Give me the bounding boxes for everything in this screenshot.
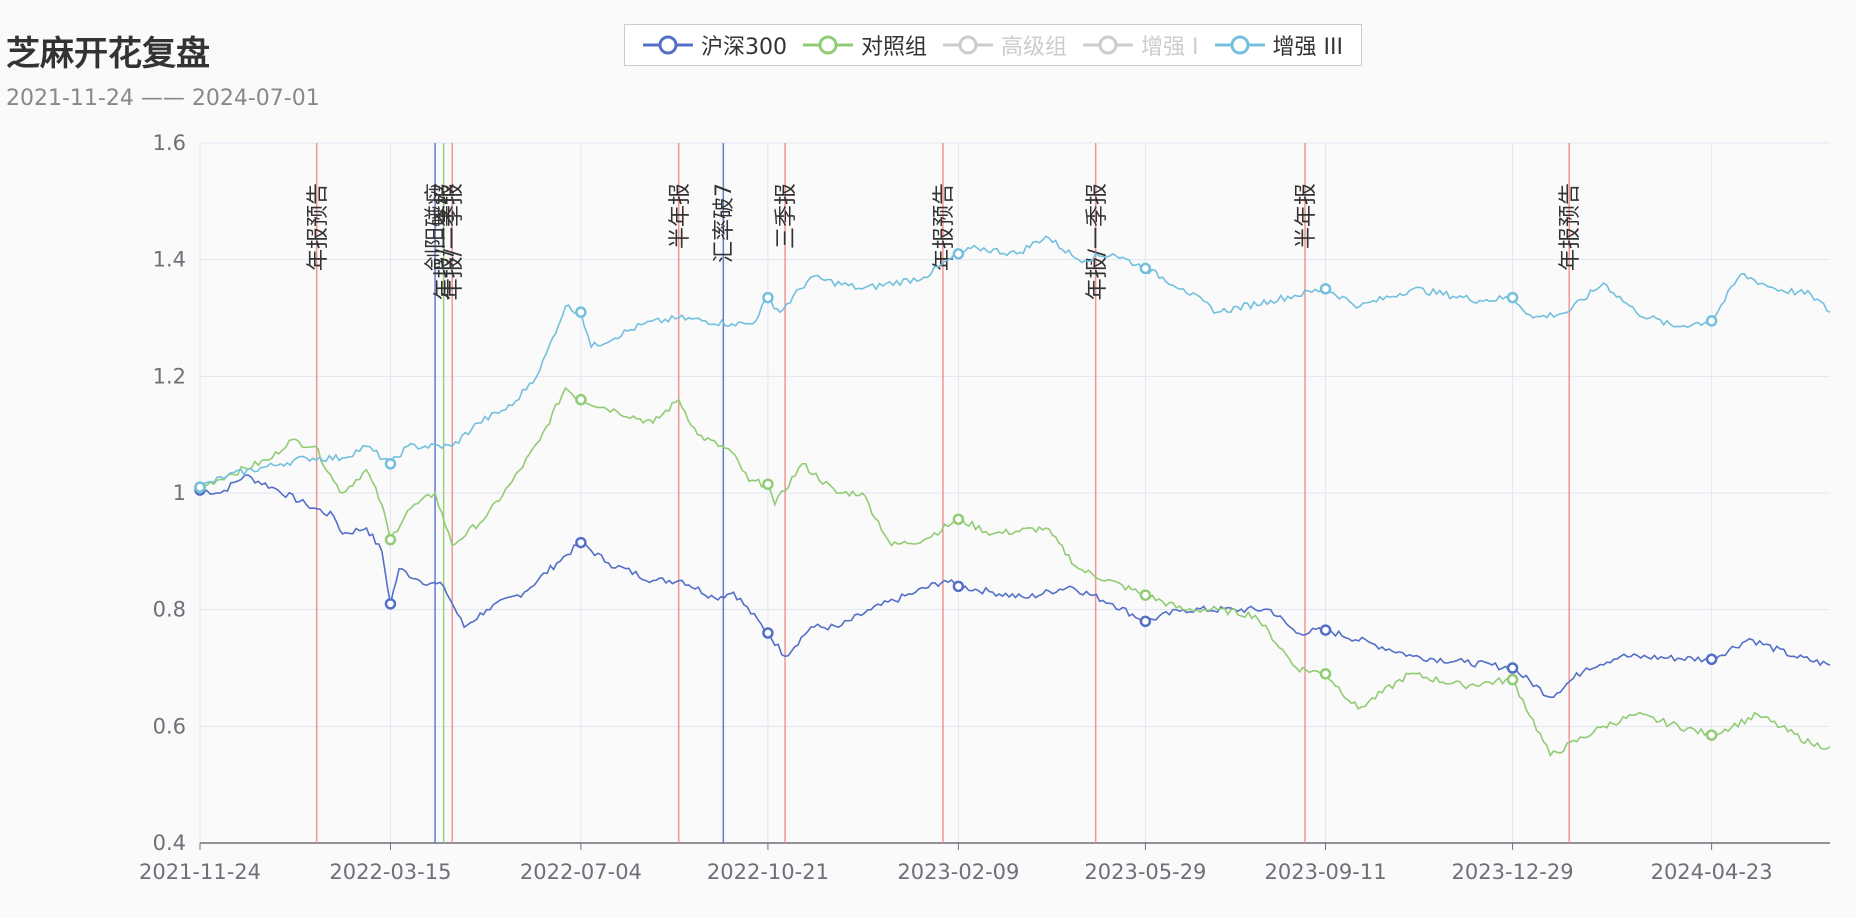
series-marker <box>762 627 774 639</box>
series-line-沪深300 <box>199 474 1831 698</box>
annotation-label: 年报预告 <box>306 183 331 271</box>
legend-label: 高级组 <box>1001 35 1068 60</box>
annotation-label: 年报/一季报 <box>1085 183 1110 300</box>
x-tick-label: 2022-10-21 <box>707 860 829 884</box>
series-marker <box>1319 668 1332 680</box>
legend-advanced-icon <box>943 35 994 55</box>
series-marker <box>384 458 397 470</box>
legend-label: 增强 I <box>1141 35 1199 60</box>
series-line-对照组 <box>199 386 1831 758</box>
series-marker <box>1139 615 1152 628</box>
y-tick-label: 1.2 <box>153 364 186 388</box>
series-marker <box>1705 653 1718 665</box>
series-marker <box>762 478 774 490</box>
annotation-label: 年报预告 <box>1558 183 1583 271</box>
legend: 沪深300 对照组 高级组 增强 I 增强 III <box>624 24 1362 66</box>
annotation-label: 剑阳碰痧 <box>424 183 449 271</box>
series-marker <box>575 536 587 549</box>
series-marker <box>575 393 587 406</box>
y-tick-label: 1 <box>173 481 186 505</box>
legend-item-advanced[interactable]: 高级组 <box>943 29 1067 61</box>
x-tick-label: 2023-05-29 <box>1084 860 1206 884</box>
series-marker <box>1705 729 1718 741</box>
legend-label: 沪深300 <box>701 35 787 60</box>
legend-item-enhanced-1[interactable]: 增强 I <box>1083 29 1199 61</box>
annotation-label: 半年报 <box>668 183 693 249</box>
series-marker <box>952 580 965 593</box>
series-marker <box>1319 283 1332 295</box>
legend-enhanced-1-icon <box>1083 35 1134 55</box>
series-marker <box>384 598 397 610</box>
legend-control-icon <box>803 35 853 55</box>
series-marker <box>952 248 965 260</box>
series-marker <box>1139 589 1152 601</box>
x-tick-label: 2023-09-11 <box>1265 860 1387 884</box>
legend-item-hs300[interactable]: 沪深300 <box>643 29 787 61</box>
annotation-label: 汇率破7 <box>712 183 737 263</box>
series-marker <box>1506 291 1519 304</box>
annotation-label: 三季报 <box>774 183 799 249</box>
y-tick-label: 1.4 <box>153 248 186 272</box>
legend-hs300-icon <box>643 35 693 55</box>
y-tick-label: 1.6 <box>153 131 186 155</box>
y-tick-label: 0.4 <box>153 831 186 855</box>
annotation-label: 年报/一季报 <box>441 183 466 300</box>
series-marker <box>1705 315 1718 327</box>
legend-label: 对照组 <box>861 35 928 60</box>
annotation-lines <box>315 143 1570 843</box>
series-line-增强 III <box>199 235 1831 488</box>
legend-label: 增强 III <box>1272 35 1343 60</box>
series-marker <box>1319 624 1332 636</box>
series-marker <box>194 481 206 493</box>
x-tick-label: 2022-07-04 <box>520 860 642 884</box>
series-marker <box>1139 262 1152 275</box>
series-marker <box>384 533 397 546</box>
y-tick-label: 0.8 <box>153 598 186 622</box>
x-tick-label: 2022-03-15 <box>329 860 451 884</box>
series-marker <box>762 291 774 304</box>
legend-item-enhanced-3[interactable]: 增强 III <box>1214 29 1343 61</box>
legend-enhanced-3-icon <box>1214 35 1265 55</box>
series-marker <box>1506 673 1519 686</box>
x-tick-label: 2023-02-09 <box>897 860 1019 884</box>
x-tick-label: 2023-12-29 <box>1452 860 1574 884</box>
chart-subtitle: 2021-11-24 —— 2024-07-01 <box>6 86 320 111</box>
series-marker <box>952 513 965 525</box>
annotation-label: 年报/一季报 <box>433 183 458 300</box>
annotation-label: 半年报 <box>1294 183 1319 249</box>
chart-title: 芝麻开花复盘 <box>6 34 210 74</box>
x-tick-label: 2021-11-24 <box>139 860 261 884</box>
y-tick-label: 0.6 <box>153 714 186 738</box>
legend-item-control[interactable]: 对照组 <box>803 29 927 61</box>
annotation-label: 年报预告 <box>932 183 957 271</box>
series-marker <box>1506 662 1519 674</box>
x-tick-label: 2024-04-23 <box>1651 860 1773 884</box>
series-marker <box>575 306 587 318</box>
